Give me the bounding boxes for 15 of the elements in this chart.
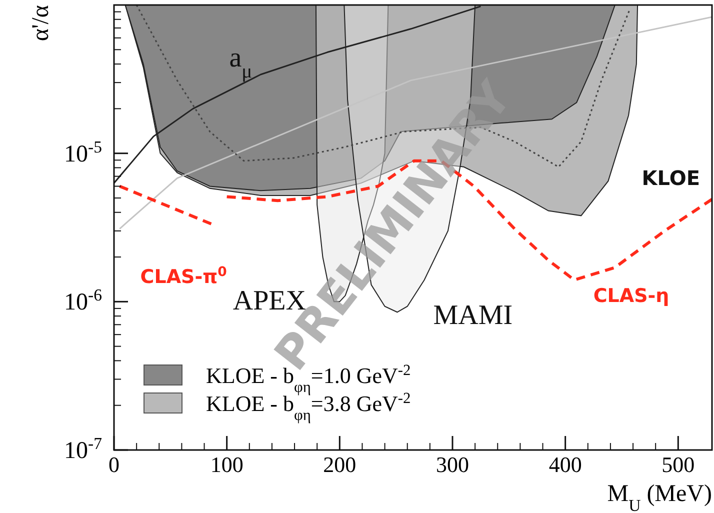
x-tick-label: 100	[210, 452, 244, 477]
y-tick-label: 10$^{-5}$	[64, 136, 102, 168]
annotation: KLOE	[642, 166, 700, 190]
series-label: CLAS-η	[593, 284, 670, 307]
y-tick-label: 10$^{-6}$	[64, 285, 102, 316]
y-tick-label: 10$^{-7}$	[64, 434, 102, 464]
series-label: a$_{μ}$	[229, 42, 252, 82]
x-axis-title: M$_{U}$ (MeV)	[607, 481, 712, 513]
x-tick-label: 400	[548, 452, 582, 477]
x-tick-label: 300	[436, 452, 469, 477]
x-tick-label: 200	[323, 452, 356, 477]
x-tick-label: 0	[108, 452, 120, 477]
x-tick-label: 500	[662, 452, 695, 477]
y-axis-title: α'/α	[28, 4, 54, 42]
text: CLAS-π$^{0}$	[140, 264, 227, 288]
